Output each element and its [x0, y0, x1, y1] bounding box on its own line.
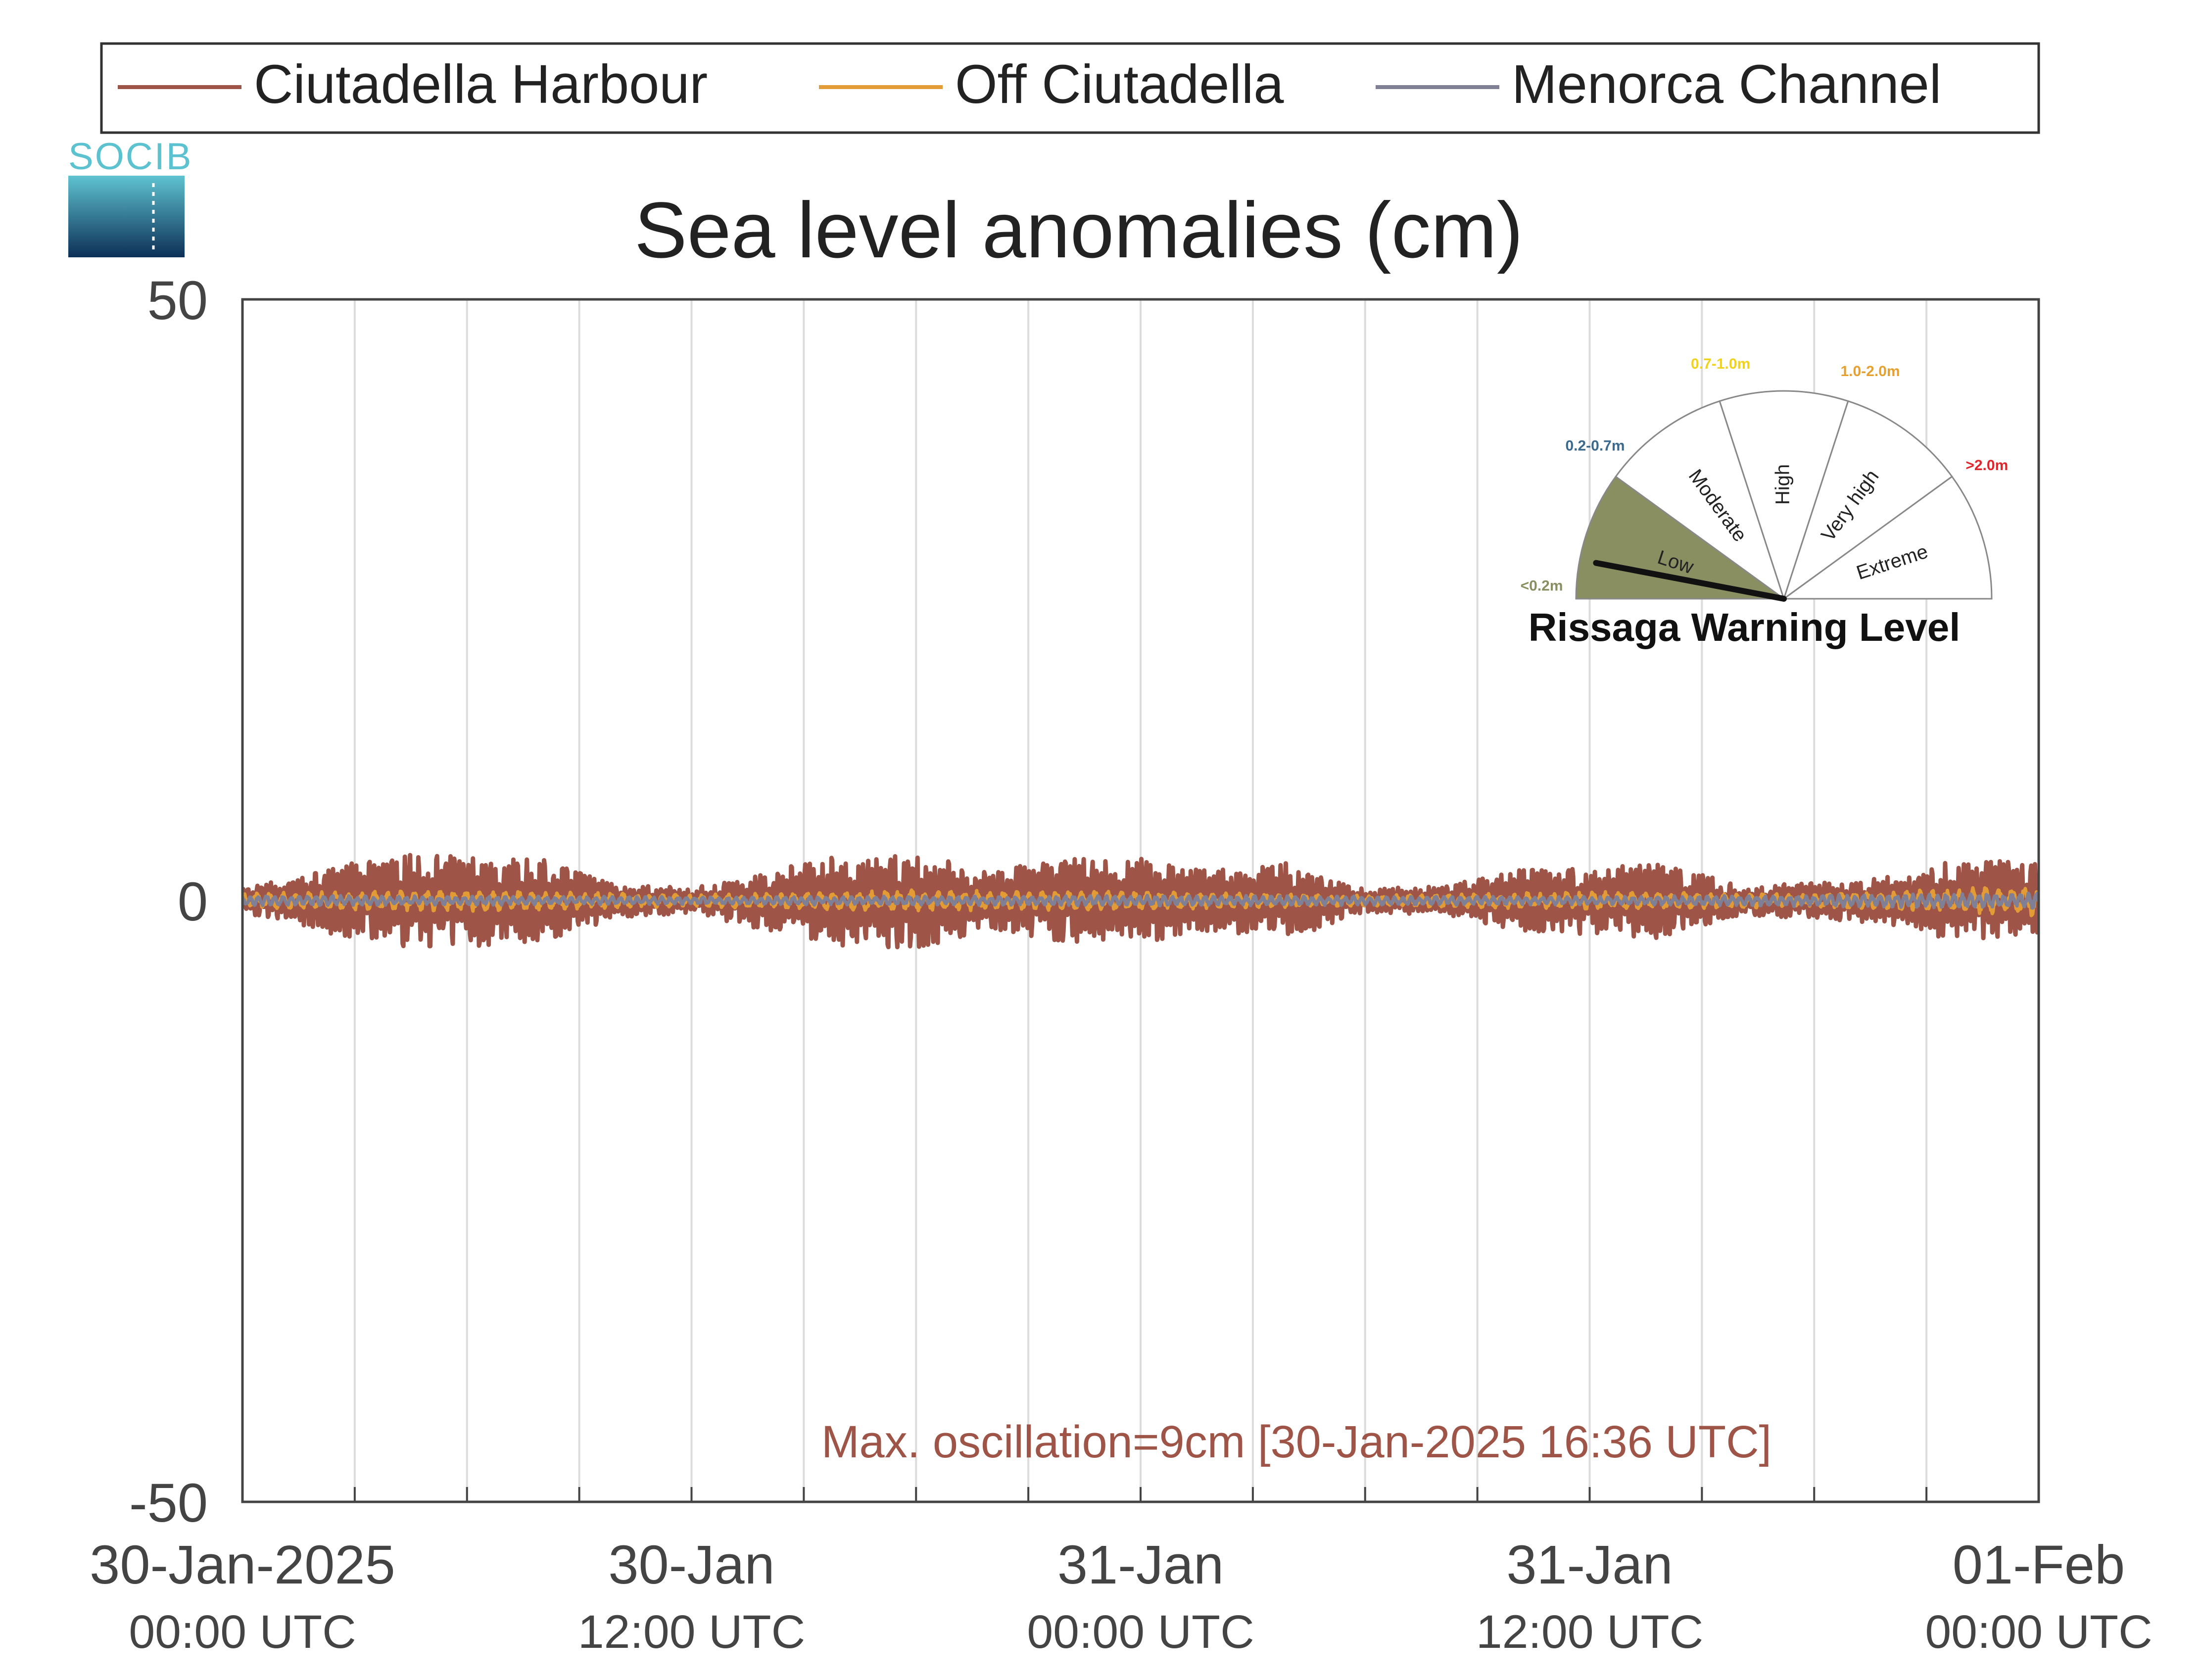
- gauge-sector: [1782, 400, 1953, 601]
- x-tick-sublabel: 00:00 UTC: [1925, 1606, 2152, 1658]
- legend-label: Menorca Channel: [1512, 54, 1941, 115]
- legend: Ciutadella Harbour Off Ciutadella Menorca …: [100, 42, 2040, 134]
- gauge-range-label: 0.7-1.0m: [1691, 356, 1750, 372]
- gauge-level-label: High: [1772, 464, 1794, 505]
- gauge-range-label: 1.0-2.0m: [1840, 363, 1900, 380]
- legend-entry: Menorca Channel: [1376, 54, 1941, 115]
- max-oscillation-annotation: Max. oscillation=9cm [30-Jan-2025 16:36 …: [821, 1417, 1771, 1467]
- x-tick-label: 31-Jan: [1506, 1535, 1673, 1595]
- y-tick-label: 50: [147, 270, 208, 331]
- gauge-sector: [1615, 400, 1785, 601]
- socib-logo-block: [68, 176, 185, 257]
- series-layer: [242, 853, 2039, 950]
- x-tick-labels: 30-Jan-2025 00:00 UTC 30-Jan 12:00 UTC 31-Ja…: [90, 1535, 2153, 1658]
- x-tick-label: 31-Jan: [1057, 1535, 1224, 1595]
- series-line: [242, 853, 2039, 950]
- y-tick-label: 0: [178, 871, 208, 932]
- gauge-sector: [1781, 476, 1993, 600]
- socib-logo: SOCIB: [68, 136, 193, 257]
- y-tick-labels: -50 0 50: [129, 270, 208, 1534]
- legend-entry: Off Ciutadella: [819, 54, 1284, 115]
- legend-label: Ciutadella Harbour: [254, 54, 708, 115]
- gauge-needle: [1593, 560, 1787, 602]
- y-tick-label: -50: [129, 1473, 208, 1534]
- x-tick-sublabel: 00:00 UTC: [1027, 1606, 1254, 1658]
- x-tick-sublabel: 12:00 UTC: [578, 1606, 805, 1658]
- gauge-range-label: 0.2-0.7m: [1565, 437, 1625, 454]
- socib-logo-text: SOCIB: [68, 136, 193, 178]
- gauge-sector: [1719, 390, 1849, 601]
- x-tick-label: 30-Jan-2025: [90, 1535, 395, 1595]
- gauge-range-label: >2.0m: [1965, 457, 2008, 474]
- x-tick-sublabel: 00:00 UTC: [129, 1606, 356, 1658]
- x-tick-label: 01-Feb: [1953, 1535, 2125, 1595]
- chart-title: Sea level anomalies (cm): [634, 186, 1523, 274]
- legend-label: Off Ciutadella: [955, 54, 1284, 115]
- x-tick-label: 30-Jan: [608, 1535, 774, 1595]
- legend-entry: Ciutadella Harbour: [118, 54, 708, 115]
- gauge-title: Rissaga Warning Level: [1529, 605, 1961, 649]
- x-tick-sublabel: 12:00 UTC: [1476, 1606, 1703, 1658]
- series-line: [242, 891, 2039, 910]
- rissaga-gauge: Low<0.2mModerate0.2-0.7mHigh0.7-1.0mVery…: [1521, 356, 2008, 602]
- gauge-range-label: <0.2m: [1521, 577, 1563, 594]
